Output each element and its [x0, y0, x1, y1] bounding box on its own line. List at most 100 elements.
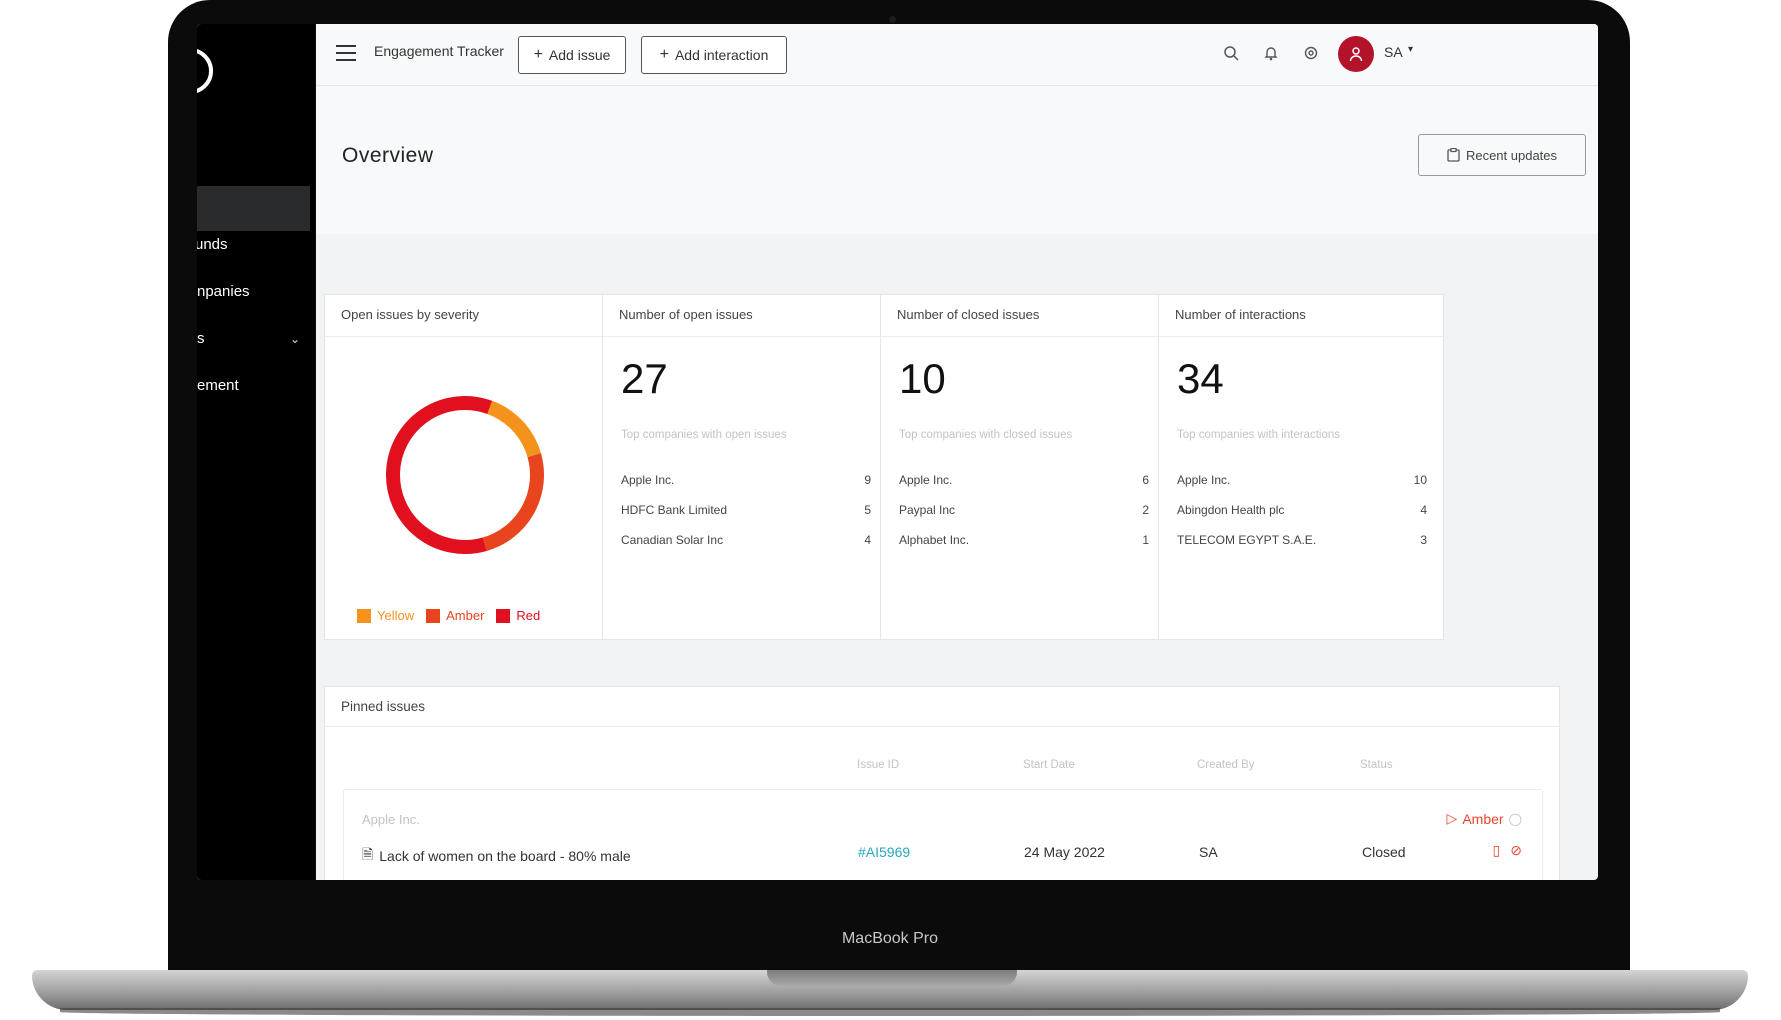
list-item[interactable]: Apple Inc. 9 [621, 473, 871, 503]
list-item[interactable]: Abingdon Health plc 4 [1177, 503, 1427, 533]
sidebar-item-label: s [197, 330, 205, 347]
legend-swatch [496, 608, 511, 623]
device-brand-label: MacBook Pro [841, 930, 939, 947]
issue-created-by: SA [1199, 844, 1218, 860]
pinned-issues-title: Pinned issues [325, 687, 1559, 727]
sidebar: unds npanies s ⌄ ement [197, 24, 316, 880]
interactions-subtitle: Top companies with interactions [1177, 429, 1340, 441]
page-title: Overview [342, 144, 434, 167]
laptop-notch [767, 970, 1017, 986]
sidebar-item-companies[interactable]: npanies [197, 277, 310, 307]
laptop-shadow [60, 1008, 1720, 1016]
app-title: Engagement Tracker [374, 43, 504, 59]
search-icon[interactable] [1222, 45, 1240, 63]
company-list: Apple Inc. 10 Abingdon Health plc 4 TELECO… [1177, 473, 1427, 563]
company-name: Alphabet Inc. [899, 533, 970, 547]
legend-item-amber: Amber [426, 608, 484, 623]
document-icon: 🗎 [362, 846, 374, 862]
sidebar-divider [315, 24, 316, 880]
column-header-created-by: Created By [1197, 759, 1255, 771]
company-count: 4 [864, 533, 871, 547]
severity-label: Amber [1462, 810, 1504, 827]
closed-issues-title: Number of closed issues [881, 295, 1165, 337]
list-item[interactable]: TELECOM EGYPT S.A.E. 3 [1177, 533, 1427, 563]
legend-swatch [426, 608, 441, 623]
list-item[interactable]: Apple Inc. 10 [1177, 473, 1427, 503]
pinned-issue-row[interactable]: Apple Inc. ▷ Amber ◯ 🗎 Lack of women on … [343, 789, 1543, 880]
severity-donut-chart [375, 385, 555, 565]
company-count: 9 [864, 473, 871, 487]
company-count: 2 [1142, 503, 1149, 517]
column-header-issue-id: Issue ID [857, 759, 900, 771]
bell-icon[interactable] [1262, 45, 1280, 63]
flag-icon: ▷ [1446, 810, 1458, 826]
recent-updates-label: Recent updates [1465, 147, 1558, 163]
company-name: Apple Inc. [1177, 473, 1231, 487]
closed-issues-card: Number of closed issues 10 Top companies… [880, 294, 1166, 640]
company-name: Abingdon Health plc [1177, 503, 1285, 517]
list-item[interactable]: Alphabet Inc. 1 [899, 533, 1149, 563]
closed-issues-subtitle: Top companies with closed issues [899, 429, 1073, 441]
company-name: HDFC Bank Limited [621, 503, 728, 517]
company-count: 1 [1142, 533, 1149, 547]
sidebar-item-label: npanies [197, 283, 250, 300]
sidebar-item-label: ement [197, 377, 239, 394]
closed-issues-count: 10 [899, 355, 946, 402]
user-icon [1349, 47, 1363, 62]
issue-status: Closed [1362, 844, 1406, 860]
user-initials[interactable]: SA [1384, 44, 1403, 60]
plus-icon: + [659, 46, 669, 63]
company-count: 4 [1420, 503, 1427, 517]
company-name: Paypal Inc [899, 503, 956, 517]
list-item[interactable]: Canadian Solar Inc 4 [621, 533, 871, 563]
sidebar-item-issues[interactable]: s ⌄ [197, 324, 310, 354]
severity-badge[interactable]: ▷ Amber ◯ [1447, 810, 1522, 827]
page-header: Overview Recent updates [316, 86, 1598, 234]
add-issue-button[interactable]: + Add issue [518, 36, 626, 74]
avatar[interactable] [1338, 36, 1374, 72]
open-issues-card: Number of open issues 27 Top companies w… [602, 294, 888, 640]
sidebar-item-engagement[interactable]: ement [197, 371, 310, 401]
plus-icon: + [533, 46, 543, 63]
company-count: 5 [864, 503, 871, 517]
camera-dot [889, 16, 896, 23]
issue-id-link[interactable]: #AI5969 [858, 844, 911, 860]
pin-icon[interactable]: ▯ [1492, 842, 1501, 858]
legend-label: Yellow [377, 608, 415, 623]
open-issues-subtitle: Top companies with open issues [621, 429, 787, 441]
company-count: 10 [1413, 473, 1427, 487]
issue-company: Apple Inc. [362, 812, 420, 827]
legend-label: Amber [446, 608, 485, 623]
add-issue-label: Add issue [548, 47, 611, 63]
issue-actions: ▯ ⊘ [1493, 842, 1522, 859]
legend-swatch [357, 608, 371, 623]
sidebar-item-active[interactable] [197, 186, 310, 231]
interactions-card: Number of interactions 34 Top companies … [1158, 294, 1444, 640]
interactions-count: 34 [1177, 355, 1224, 402]
chevron-down-icon: ⌄ [289, 332, 300, 346]
donut-slice-yellow [487, 400, 541, 458]
company-name: Apple Inc. [899, 473, 953, 487]
company-count: 3 [1420, 533, 1427, 547]
company-name: Apple Inc. [621, 473, 675, 487]
unpin-icon[interactable]: ⊘ [1510, 842, 1522, 858]
issue-title[interactable]: 🗎 Lack of women on the board - 80% male [362, 844, 631, 868]
legend-item-red: Red [496, 608, 540, 623]
info-icon[interactable]: ◯ [1508, 811, 1522, 826]
list-item[interactable]: Paypal Inc 2 [899, 503, 1149, 533]
list-item[interactable]: HDFC Bank Limited 5 [621, 503, 871, 533]
open-issues-count: 27 [621, 355, 668, 402]
company-list: Apple Inc. 6 Paypal Inc 2 Alphabet Inc. 1 [899, 473, 1149, 563]
hamburger-menu-icon[interactable] [336, 45, 356, 61]
chevron-down-icon[interactable]: ▾ [1408, 44, 1414, 55]
list-item[interactable]: Apple Inc. 6 [899, 473, 1149, 503]
add-interaction-button[interactable]: + Add interaction [641, 36, 787, 74]
company-count: 6 [1142, 473, 1149, 487]
chart-legend: Yellow Amber Red [357, 608, 540, 623]
legend-item-yellow: Yellow [357, 608, 414, 623]
clipboard-icon [1447, 148, 1460, 162]
gear-icon[interactable] [1302, 45, 1320, 63]
column-header-start-date: Start Date [1023, 759, 1075, 771]
recent-updates-button[interactable]: Recent updates [1418, 134, 1586, 176]
sidebar-item-funds[interactable]: unds [197, 230, 310, 260]
